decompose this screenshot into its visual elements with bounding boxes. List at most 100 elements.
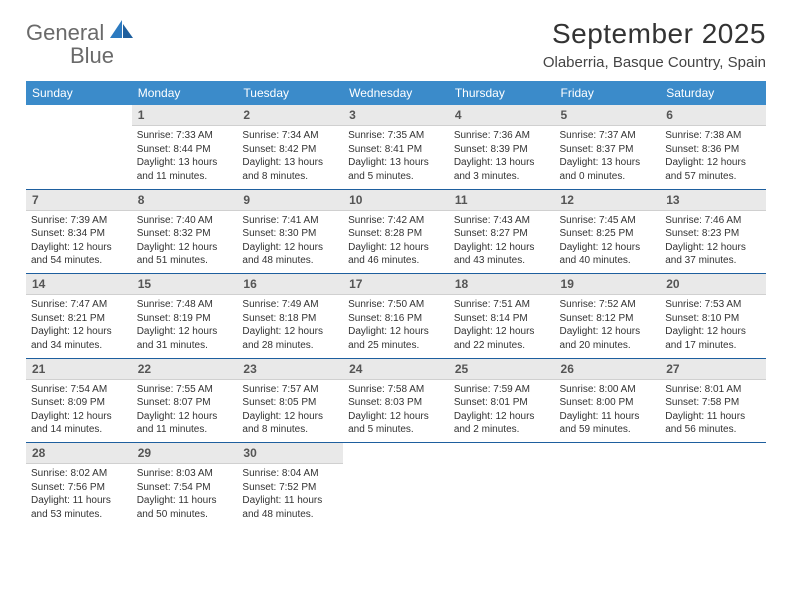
day-details: Sunrise: 7:48 AMSunset: 8:19 PMDaylight:… xyxy=(132,295,238,356)
header: General Blue September 2025 Olaberria, B… xyxy=(26,18,766,71)
day-details: Sunrise: 7:55 AMSunset: 8:07 PMDaylight:… xyxy=(132,380,238,441)
day-number: 25 xyxy=(449,359,555,380)
day-cell: 5Sunrise: 7:37 AMSunset: 8:37 PMDaylight… xyxy=(555,105,661,189)
day-details: Sunrise: 7:37 AMSunset: 8:37 PMDaylight:… xyxy=(555,126,661,187)
day-details: Sunrise: 7:50 AMSunset: 8:16 PMDaylight:… xyxy=(343,295,449,356)
day-number: 27 xyxy=(660,359,766,380)
dow-wednesday: Wednesday xyxy=(343,81,449,105)
day-number: 4 xyxy=(449,105,555,126)
day-details: Sunrise: 7:53 AMSunset: 8:10 PMDaylight:… xyxy=(660,295,766,356)
empty-cell xyxy=(555,443,661,527)
day-number: 6 xyxy=(660,105,766,126)
dow-monday: Monday xyxy=(132,81,238,105)
day-details: Sunrise: 8:03 AMSunset: 7:54 PMDaylight:… xyxy=(132,464,238,525)
day-number: 15 xyxy=(132,274,238,295)
empty-cell xyxy=(660,443,766,527)
day-cell: 2Sunrise: 7:34 AMSunset: 8:42 PMDaylight… xyxy=(237,105,343,189)
day-number: 12 xyxy=(555,190,661,211)
empty-cell xyxy=(343,443,449,527)
day-cell: 7Sunrise: 7:39 AMSunset: 8:34 PMDaylight… xyxy=(26,190,132,274)
day-cell: 18Sunrise: 7:51 AMSunset: 8:14 PMDayligh… xyxy=(449,274,555,358)
day-cell: 13Sunrise: 7:46 AMSunset: 8:23 PMDayligh… xyxy=(660,190,766,274)
day-cell: 17Sunrise: 7:50 AMSunset: 8:16 PMDayligh… xyxy=(343,274,449,358)
empty-cell xyxy=(449,443,555,527)
day-cell: 10Sunrise: 7:42 AMSunset: 8:28 PMDayligh… xyxy=(343,190,449,274)
day-details: Sunrise: 7:42 AMSunset: 8:28 PMDaylight:… xyxy=(343,211,449,272)
day-number: 16 xyxy=(237,274,343,295)
week-row: 1Sunrise: 7:33 AMSunset: 8:44 PMDaylight… xyxy=(26,105,766,189)
day-details: Sunrise: 7:38 AMSunset: 8:36 PMDaylight:… xyxy=(660,126,766,187)
day-number: 8 xyxy=(132,190,238,211)
day-cell: 8Sunrise: 7:40 AMSunset: 8:32 PMDaylight… xyxy=(132,190,238,274)
week-row: 14Sunrise: 7:47 AMSunset: 8:21 PMDayligh… xyxy=(26,274,766,358)
day-cell: 16Sunrise: 7:49 AMSunset: 8:18 PMDayligh… xyxy=(237,274,343,358)
day-details: Sunrise: 7:46 AMSunset: 8:23 PMDaylight:… xyxy=(660,211,766,272)
day-details: Sunrise: 7:59 AMSunset: 8:01 PMDaylight:… xyxy=(449,380,555,441)
day-number: 10 xyxy=(343,190,449,211)
day-cell: 25Sunrise: 7:59 AMSunset: 8:01 PMDayligh… xyxy=(449,359,555,443)
day-cell: 9Sunrise: 7:41 AMSunset: 8:30 PMDaylight… xyxy=(237,190,343,274)
day-number: 29 xyxy=(132,443,238,464)
day-details: Sunrise: 7:47 AMSunset: 8:21 PMDaylight:… xyxy=(26,295,132,356)
day-number: 14 xyxy=(26,274,132,295)
calendar-grid: SundayMondayTuesdayWednesdayThursdayFrid… xyxy=(26,81,766,527)
day-details: Sunrise: 7:45 AMSunset: 8:25 PMDaylight:… xyxy=(555,211,661,272)
day-details: Sunrise: 7:33 AMSunset: 8:44 PMDaylight:… xyxy=(132,126,238,187)
day-number: 11 xyxy=(449,190,555,211)
day-cell: 26Sunrise: 8:00 AMSunset: 8:00 PMDayligh… xyxy=(555,359,661,443)
day-details: Sunrise: 7:34 AMSunset: 8:42 PMDaylight:… xyxy=(237,126,343,187)
location: Olaberria, Basque Country, Spain xyxy=(543,54,766,71)
day-number: 3 xyxy=(343,105,449,126)
brand-name-blue: Blue xyxy=(70,43,114,68)
day-details: Sunrise: 8:01 AMSunset: 7:58 PMDaylight:… xyxy=(660,380,766,441)
day-number: 5 xyxy=(555,105,661,126)
day-details: Sunrise: 7:54 AMSunset: 8:09 PMDaylight:… xyxy=(26,380,132,441)
brand-name-gray: General xyxy=(26,20,104,45)
day-cell: 15Sunrise: 7:48 AMSunset: 8:19 PMDayligh… xyxy=(132,274,238,358)
day-number: 17 xyxy=(343,274,449,295)
month-title: September 2025 xyxy=(543,18,766,50)
day-details: Sunrise: 8:04 AMSunset: 7:52 PMDaylight:… xyxy=(237,464,343,525)
day-number: 9 xyxy=(237,190,343,211)
day-cell: 12Sunrise: 7:45 AMSunset: 8:25 PMDayligh… xyxy=(555,190,661,274)
day-number: 7 xyxy=(26,190,132,211)
brand-logo: General Blue xyxy=(26,18,135,68)
dow-sunday: Sunday xyxy=(26,81,132,105)
day-number: 2 xyxy=(237,105,343,126)
day-number: 28 xyxy=(26,443,132,464)
empty-cell xyxy=(26,105,132,189)
dow-friday: Friday xyxy=(555,81,661,105)
week-row: 28Sunrise: 8:02 AMSunset: 7:56 PMDayligh… xyxy=(26,443,766,527)
dow-saturday: Saturday xyxy=(660,81,766,105)
day-cell: 28Sunrise: 8:02 AMSunset: 7:56 PMDayligh… xyxy=(26,443,132,527)
day-details: Sunrise: 7:40 AMSunset: 8:32 PMDaylight:… xyxy=(132,211,238,272)
day-cell: 24Sunrise: 7:58 AMSunset: 8:03 PMDayligh… xyxy=(343,359,449,443)
day-cell: 1Sunrise: 7:33 AMSunset: 8:44 PMDaylight… xyxy=(132,105,238,189)
day-details: Sunrise: 7:41 AMSunset: 8:30 PMDaylight:… xyxy=(237,211,343,272)
week-row: 7Sunrise: 7:39 AMSunset: 8:34 PMDaylight… xyxy=(26,190,766,274)
day-details: Sunrise: 7:43 AMSunset: 8:27 PMDaylight:… xyxy=(449,211,555,272)
day-cell: 23Sunrise: 7:57 AMSunset: 8:05 PMDayligh… xyxy=(237,359,343,443)
day-cell: 22Sunrise: 7:55 AMSunset: 8:07 PMDayligh… xyxy=(132,359,238,443)
calendar-body: 1Sunrise: 7:33 AMSunset: 8:44 PMDaylight… xyxy=(26,105,766,527)
day-cell: 11Sunrise: 7:43 AMSunset: 8:27 PMDayligh… xyxy=(449,190,555,274)
day-details: Sunrise: 7:52 AMSunset: 8:12 PMDaylight:… xyxy=(555,295,661,356)
day-cell: 20Sunrise: 7:53 AMSunset: 8:10 PMDayligh… xyxy=(660,274,766,358)
day-number: 1 xyxy=(132,105,238,126)
day-number: 30 xyxy=(237,443,343,464)
day-number: 21 xyxy=(26,359,132,380)
day-number: 18 xyxy=(449,274,555,295)
day-number: 13 xyxy=(660,190,766,211)
day-details: Sunrise: 7:36 AMSunset: 8:39 PMDaylight:… xyxy=(449,126,555,187)
sail-icon xyxy=(109,18,135,40)
day-cell: 29Sunrise: 8:03 AMSunset: 7:54 PMDayligh… xyxy=(132,443,238,527)
dow-tuesday: Tuesday xyxy=(237,81,343,105)
days-of-week-row: SundayMondayTuesdayWednesdayThursdayFrid… xyxy=(26,81,766,105)
day-cell: 19Sunrise: 7:52 AMSunset: 8:12 PMDayligh… xyxy=(555,274,661,358)
day-cell: 30Sunrise: 8:04 AMSunset: 7:52 PMDayligh… xyxy=(237,443,343,527)
day-details: Sunrise: 7:35 AMSunset: 8:41 PMDaylight:… xyxy=(343,126,449,187)
day-cell: 4Sunrise: 7:36 AMSunset: 8:39 PMDaylight… xyxy=(449,105,555,189)
day-cell: 6Sunrise: 7:38 AMSunset: 8:36 PMDaylight… xyxy=(660,105,766,189)
day-cell: 14Sunrise: 7:47 AMSunset: 8:21 PMDayligh… xyxy=(26,274,132,358)
day-details: Sunrise: 7:51 AMSunset: 8:14 PMDaylight:… xyxy=(449,295,555,356)
